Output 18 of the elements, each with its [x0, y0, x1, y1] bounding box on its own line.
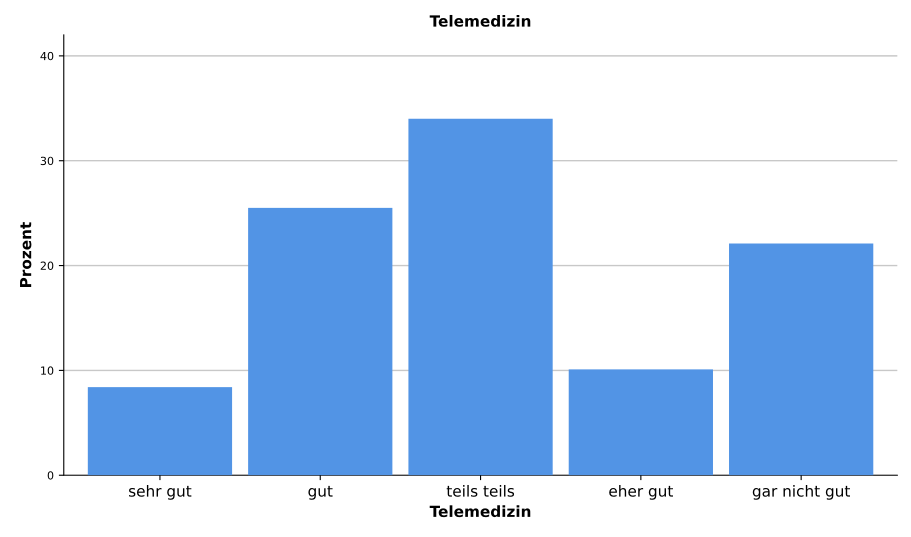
bar — [729, 244, 874, 476]
y-tick-label: 10 — [41, 366, 54, 375]
bar — [248, 208, 392, 476]
x-tick-label: gut — [308, 486, 333, 500]
x-tick-label: teils teils — [446, 484, 514, 497]
bar — [88, 387, 232, 476]
y-axis-title: Prozent — [20, 222, 32, 287]
chart-title: Telemedizin — [430, 14, 530, 27]
y-tick-label: 40 — [40, 52, 54, 60]
y-tick-label: 30 — [40, 156, 54, 166]
bar — [408, 118, 553, 476]
y-tick-label: 0 — [48, 471, 54, 480]
x-tick-label: eher gut — [609, 484, 673, 500]
x-tick-label: sehr gut — [129, 484, 192, 500]
bar — [568, 369, 713, 476]
x-axis-title: Telemedizin — [430, 505, 530, 518]
x-tick-label: gar nicht gut — [752, 484, 850, 500]
y-tick-label: 20 — [40, 262, 54, 270]
